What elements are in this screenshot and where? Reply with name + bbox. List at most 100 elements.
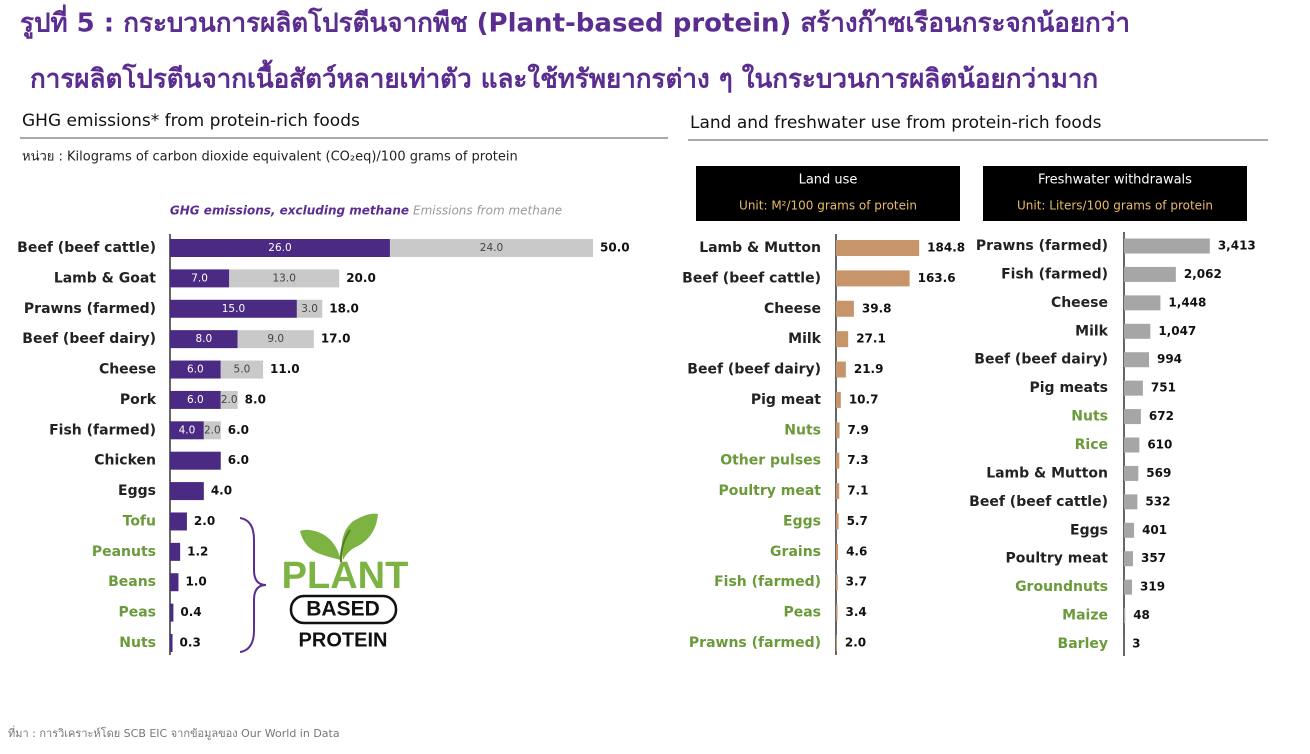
bar <box>1124 437 1140 453</box>
bar <box>1124 579 1133 595</box>
bracket <box>239 517 267 653</box>
total-label: 20.0 <box>346 271 376 285</box>
total-label: 6.0 <box>228 423 249 437</box>
bar <box>836 635 837 651</box>
category-label: Beef (beef cattle) <box>17 240 156 256</box>
total-label: 0.3 <box>180 636 201 650</box>
bar <box>836 543 839 560</box>
category-label: Lamb & Mutton <box>699 240 821 256</box>
value-label: 2,062 <box>1184 267 1222 281</box>
value-label: 994 <box>1157 352 1182 366</box>
bar-segment <box>170 482 204 501</box>
bar <box>836 604 838 621</box>
logo-text: PLANT <box>282 555 409 597</box>
category-label: Lamb & Mutton <box>986 465 1108 481</box>
value-label: 39.8 <box>862 301 892 315</box>
segment-label: 5.0 <box>234 364 251 376</box>
segment-label: 4.0 <box>179 424 196 436</box>
category-label: Peas <box>118 605 156 621</box>
category-label: Milk <box>788 331 822 347</box>
category-label: Cheese <box>764 301 821 317</box>
bar-segment <box>220 360 264 379</box>
value-label: 2.0 <box>845 636 866 650</box>
bar <box>1124 295 1161 311</box>
bar <box>836 331 849 348</box>
value-label: 672 <box>1149 409 1174 423</box>
value-label: 27.1 <box>856 332 886 346</box>
category-label: Nuts <box>784 422 821 438</box>
category-label: Chicken <box>94 453 156 469</box>
logo-badge <box>289 594 398 625</box>
bar <box>836 483 840 500</box>
total-label: 8.0 <box>245 392 266 406</box>
bar-segment <box>170 512 187 531</box>
category-label: Poultry meat <box>719 483 822 499</box>
bar <box>1124 238 1210 254</box>
bar-segment <box>170 542 181 561</box>
value-label: 569 <box>1146 466 1171 480</box>
segment-label: 6.0 <box>187 394 204 406</box>
stem <box>339 529 351 563</box>
category-label: Fish (farmed) <box>1001 266 1108 282</box>
category-label: Nuts <box>1071 409 1108 425</box>
segment-label: 15.0 <box>222 303 245 315</box>
leaf <box>341 513 378 560</box>
bar-segment <box>170 451 221 470</box>
bar <box>1124 465 1139 481</box>
value-label: 7.1 <box>847 484 868 498</box>
bar <box>836 574 838 591</box>
category-label: Rice <box>1075 437 1108 453</box>
category-label: Other pulses <box>720 453 821 469</box>
box-title: Land use <box>799 173 858 188</box>
header-box <box>983 166 1247 221</box>
value-label: 3.4 <box>846 605 867 619</box>
logo-text: BASED <box>306 598 380 621</box>
total-label: 4.0 <box>211 484 232 498</box>
segment-label: 24.0 <box>480 242 503 254</box>
segment-label: 9.0 <box>267 333 284 345</box>
category-label: Peas <box>783 605 821 621</box>
segment-label: 7.0 <box>191 272 208 284</box>
total-label: 50.0 <box>600 241 630 255</box>
category-label: Poultry meat <box>1006 551 1109 567</box>
bar <box>1124 323 1151 339</box>
category-label: Milk <box>1075 323 1109 339</box>
category-label: Pig meats <box>1029 380 1108 396</box>
value-label: 357 <box>1141 551 1166 565</box>
category-label: Nuts <box>119 635 156 651</box>
bar <box>836 422 840 439</box>
bar-segment <box>170 269 230 288</box>
bar <box>1124 380 1143 396</box>
category-label: Tofu <box>123 513 156 529</box>
leaf <box>300 529 341 560</box>
box-unit: Unit: M²/100 grams of protein <box>739 199 917 213</box>
value-label: 3.7 <box>846 575 867 589</box>
title-line: การผลิตโปรตีนจากเนื้อสัตว์หลายเท่าตัว แล… <box>30 59 1098 95</box>
bar-segment <box>170 603 174 622</box>
category-label: Pig meat <box>751 392 821 408</box>
legend-entry: GHG emissions, excluding methane <box>170 204 409 218</box>
value-label: 1,448 <box>1168 295 1206 309</box>
box-unit: Unit: Liters/100 grams of protein <box>1017 199 1213 213</box>
total-label: 1.0 <box>185 575 206 589</box>
value-label: 319 <box>1140 580 1165 594</box>
segment-label: 8.0 <box>195 333 212 345</box>
unit-text: หน่วย : Kilograms of carbon dioxide equi… <box>22 150 518 165</box>
bar-segment <box>170 634 173 652</box>
bar <box>836 452 840 469</box>
bar <box>1124 494 1138 510</box>
value-label: 532 <box>1145 494 1170 508</box>
category-label: Eggs <box>783 513 821 529</box>
value-label: 1,047 <box>1158 324 1196 338</box>
bar-segment <box>229 269 340 288</box>
category-label: Maize <box>1062 608 1108 624</box>
chart-title: GHG emissions* from protein-rich foods <box>22 111 360 131</box>
category-label: Eggs <box>1070 522 1108 538</box>
value-label: 184.8 <box>927 241 965 255</box>
legend-entry: Emissions from methane <box>413 204 562 218</box>
value-label: 10.7 <box>849 392 879 406</box>
bar-segment <box>170 360 221 379</box>
bar-segment <box>203 421 221 440</box>
bar-segment <box>170 239 390 257</box>
category-label: Beef (beef dairy) <box>974 352 1108 368</box>
